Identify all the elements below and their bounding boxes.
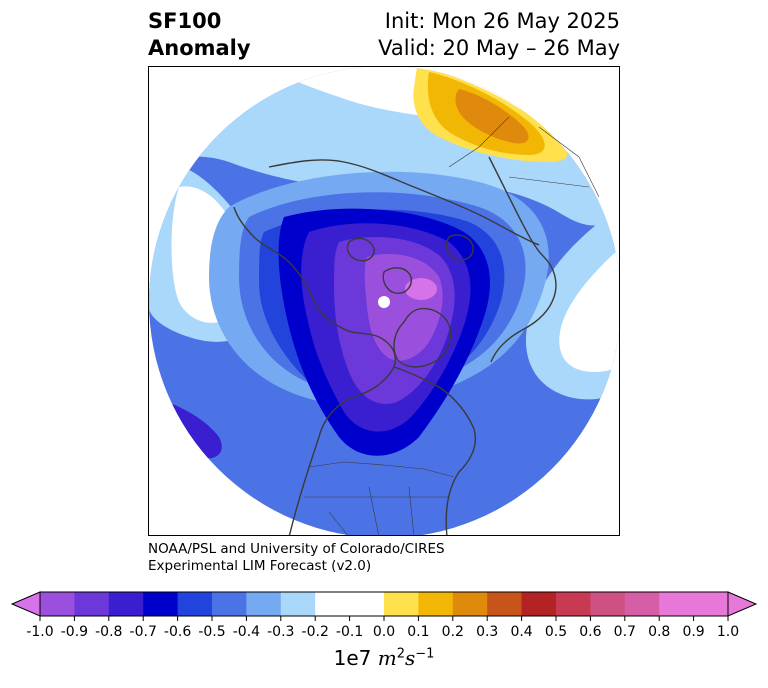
colorbar-tick-label: 0.2 — [442, 624, 464, 640]
colorbar-segment — [74, 592, 110, 616]
colorbar-segment — [556, 592, 591, 616]
colorbar-segment — [693, 592, 729, 616]
coastline-arctic-island-1 — [382, 267, 412, 294]
colorbar-unit-exp1: 2 — [396, 646, 405, 662]
colorbar-tick-label: 0.1 — [407, 624, 429, 640]
colorbar-segment — [521, 592, 557, 616]
colorbar-segment — [349, 592, 385, 616]
colorbar-tick-label: 0.4 — [510, 624, 532, 640]
colorbar-tick-label: -0.9 — [61, 624, 88, 640]
colorbar-unit-s: s — [404, 646, 416, 670]
border-line-b — [328, 511, 348, 535]
colorbar-tick-label: 0.6 — [579, 624, 601, 640]
credit-line-1: NOAA/PSL and University of Colorado/CIRE… — [148, 541, 445, 557]
colorbar-tick-label: -0.2 — [302, 624, 329, 640]
colorbar-tick-label: -0.4 — [233, 624, 260, 640]
colorbar-extend-under — [10, 591, 41, 617]
field-right-zero — [559, 247, 619, 372]
coastline-greenland — [393, 307, 452, 368]
pole-marker — [378, 296, 390, 308]
border-line-e — [538, 126, 600, 198]
coastline-arctic-island-3 — [445, 234, 474, 261]
colorbar-scale: 1e7 — [333, 646, 372, 670]
colorbar-tick-label: -0.6 — [164, 624, 191, 640]
colorbar-segment — [40, 592, 75, 616]
title-block-right: Init: Mon 26 May 2025 Valid: 20 May – 26… — [378, 8, 620, 62]
colorbar-tick-label: 0.0 — [373, 624, 395, 640]
colorbar-segment — [246, 592, 282, 616]
polar-map — [149, 67, 619, 535]
colorbar-tick-label: -0.7 — [130, 624, 157, 640]
coastline-siberia — [268, 159, 540, 246]
colorbar-tick-label: 1.0 — [717, 624, 739, 640]
credit-line-2: Experimental LIM Forecast (v2.0) — [148, 558, 372, 574]
title-block-left: SF100 Anomaly — [148, 8, 251, 62]
border-line-a — [308, 461, 455, 478]
credit-block: NOAA/PSL and University of Colorado/CIRE… — [148, 541, 445, 575]
init-date: Init: Mon 26 May 2025 — [384, 9, 620, 33]
colorbar-tick-label: -0.5 — [198, 624, 225, 640]
colorbar-tick-label: 0.9 — [682, 624, 704, 640]
colorbar-tick-label: 0.7 — [614, 624, 636, 640]
colorbar-segment — [624, 592, 660, 616]
colorbar-segment — [384, 592, 419, 616]
colorbar: -1.0 -0.9 -0.8 -0.7 -0.6 -0.5 -0.4 -0.3 -0.2 -0.1… — [10, 591, 758, 640]
colorbar-segment — [280, 592, 316, 616]
colorbar-segment — [418, 592, 454, 616]
colorbar-segment — [659, 592, 695, 616]
valid-range: Valid: 20 May – 26 May — [378, 36, 620, 60]
field-level-neg-0-9 — [405, 278, 437, 300]
coastline-arctic-island-2 — [346, 237, 375, 262]
colorbar-tick-label: -0.3 — [267, 624, 294, 640]
colorbar-label: 1e7 m2s−1 — [0, 646, 768, 670]
variable-title: SF100 — [148, 9, 222, 33]
colorbar-segment — [177, 592, 213, 616]
coastline-eurasia — [488, 156, 557, 363]
border-line-c — [368, 486, 379, 535]
coastline-north-america-east — [393, 366, 476, 535]
colorbar-tick-label: -0.8 — [95, 624, 122, 640]
border-line-f — [508, 176, 590, 188]
colorbar-segment — [315, 592, 351, 616]
colorbar-segment — [590, 592, 626, 616]
colorbar-tick-label: 0.5 — [545, 624, 567, 640]
colorbar-segment — [143, 592, 179, 616]
coastlines — [233, 156, 557, 535]
colorbar-extend-over — [727, 591, 758, 617]
colorbar-tick-label: -1.0 — [26, 624, 53, 640]
anomaly-title: Anomaly — [148, 36, 251, 60]
border-line-g — [448, 116, 510, 168]
colorbar-segment — [212, 592, 247, 616]
colorbar-tick-label: -0.1 — [336, 624, 363, 640]
map-frame — [148, 66, 620, 536]
colorbar-segment — [108, 592, 144, 616]
colorbar-segment — [487, 592, 523, 616]
colorbar-unit-exp2: −1 — [415, 646, 435, 662]
coastline-north-america-west — [233, 206, 396, 535]
field-level-pos-0-3 — [455, 89, 529, 144]
colorbar-segment — [452, 592, 488, 616]
colorbar-unit-m: m — [377, 646, 397, 670]
border-line-d — [408, 486, 415, 535]
colorbar-tick-label: 0.8 — [648, 624, 670, 640]
borders — [304, 116, 600, 535]
colorbar-tick-label: 0.3 — [476, 624, 498, 640]
